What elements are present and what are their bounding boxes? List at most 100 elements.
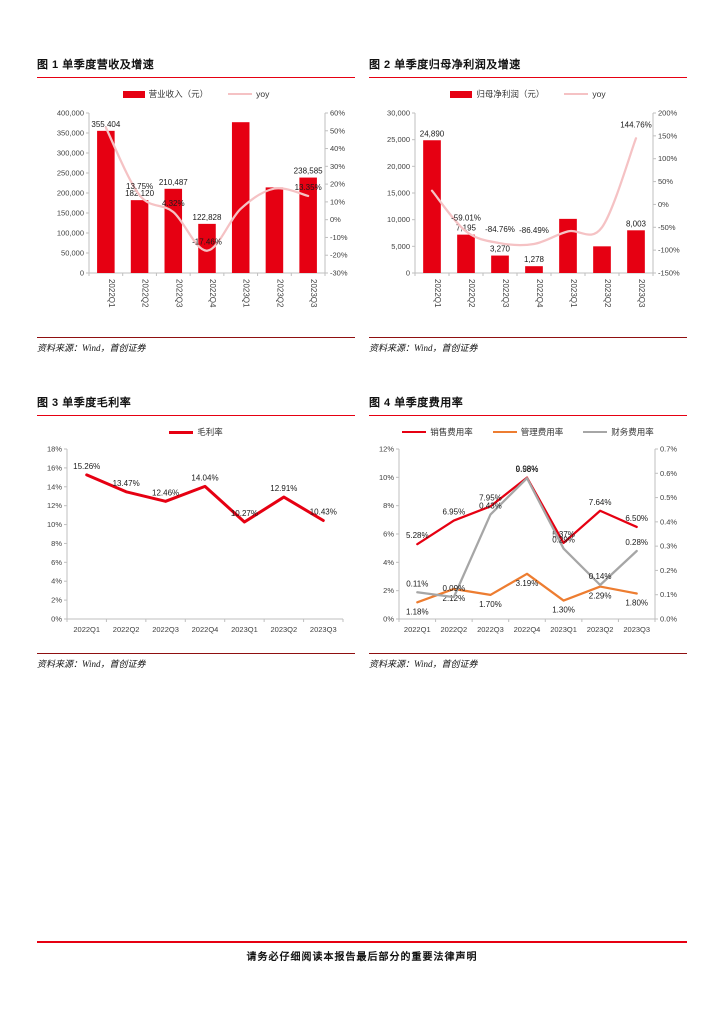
right-axis-label: 200% — [658, 109, 678, 118]
left-axis-label: 0 — [406, 269, 410, 278]
x-axis-label: 2022Q2 — [113, 625, 140, 634]
bar-label: 24,890 — [420, 129, 445, 138]
chart-legend: 毛利率 — [37, 425, 355, 439]
line-label: 2.29% — [589, 592, 612, 601]
bar-label: 3,270 — [490, 245, 511, 254]
legend-item: 毛利率 — [169, 426, 223, 438]
left-axis-label: 2% — [383, 586, 394, 595]
left-axis-label: 20,000 — [387, 162, 410, 171]
line-label: 5.28% — [406, 531, 429, 540]
left-axis-label: 350,000 — [57, 129, 84, 138]
left-axis-label: 8% — [383, 501, 394, 510]
right-axis-label: 0.3% — [660, 542, 677, 551]
right-axis-label: 0.0% — [660, 615, 677, 624]
x-axis-label: 2023Q1 — [231, 625, 258, 634]
left-axis-label: 4% — [51, 577, 62, 586]
right-axis-label: 100% — [658, 154, 678, 163]
left-axis-label: 14% — [47, 482, 62, 491]
left-axis-label: 300,000 — [57, 149, 84, 158]
x-axis-label: 2023Q2 — [271, 625, 298, 634]
right-axis-label: 50% — [658, 177, 673, 186]
figures-grid: 图 1 单季度营收及增速 营业收入（元） yoy 0 50,000 100,000 15… — [37, 56, 687, 670]
left-axis-label: 15,000 — [387, 189, 410, 198]
chart-area: 0% 2% 4% 6% 8% 10% 12% 14% 16% 18% 2022Q1 2022Q2 202… — [37, 441, 355, 646]
bar — [130, 200, 149, 273]
bar-label: 8,003 — [626, 219, 647, 228]
bar — [231, 122, 250, 273]
legend-line-swatch — [564, 93, 589, 95]
x-axis-label: 2023Q1 — [242, 279, 251, 308]
left-axis-label: 150,000 — [57, 209, 84, 218]
legend-line-swatch — [583, 431, 608, 433]
bar — [198, 223, 216, 273]
legend-line-swatch — [492, 431, 517, 433]
right-axis-label: 0.6% — [660, 469, 677, 478]
right-axis-label: 0.4% — [660, 517, 677, 526]
line-label: 7.64% — [589, 498, 612, 507]
line-label: 6.95% — [443, 508, 466, 517]
line-label: 7.95% — [479, 493, 502, 502]
left-axis-label: 6% — [383, 530, 394, 539]
legend-bar-swatch — [450, 90, 473, 98]
line-label: 1.18% — [406, 607, 429, 616]
left-axis-label: 100,000 — [57, 229, 84, 238]
line-label: 1.30% — [552, 606, 575, 615]
figure-title: 图 4 单季度费用率 — [369, 394, 687, 416]
x-axis-label: 2023Q3 — [637, 279, 646, 308]
chart-area: 0% 2% 4% 6% 8% 10% 12% 0.0% 0.1% 0.2% 0.3% 0.4% 0.5%… — [369, 441, 687, 646]
right-axis-label: 20% — [330, 180, 345, 189]
line-label: 0.11% — [406, 579, 428, 588]
line-label: 12.46% — [152, 488, 179, 497]
right-axis-label: 50% — [330, 126, 345, 135]
line-label: 10.27% — [231, 509, 258, 518]
left-axis-label: 6% — [51, 558, 62, 567]
expense-ratio-chart: 0% 2% 4% 6% 8% 10% 12% 0.0% 0.1% 0.2% 0.3% 0.4% 0.5%… — [379, 445, 677, 635]
line-label: 0.29% — [552, 536, 575, 545]
line-label: 2.12% — [443, 594, 466, 603]
figure-title: 图 1 单季度营收及增速 — [37, 56, 355, 78]
line-label: 14.04% — [191, 473, 218, 482]
left-axis-label: 4% — [383, 558, 394, 567]
legend-line-swatch — [228, 93, 253, 95]
chart-area: 0 5,000 10,000 15,000 20,000 25,000 30,000 -150… — [369, 103, 687, 330]
bar-label: 210,487 — [159, 178, 188, 187]
legend-line-swatch — [402, 431, 427, 433]
source-line: 资料来源：Wind，首创证券 — [37, 337, 355, 354]
legend-bar-swatch — [122, 90, 145, 98]
figure-title: 图 2 单季度归母净利润及增速 — [369, 56, 687, 78]
line-series — [430, 137, 638, 247]
bar-label: 355,404 — [91, 120, 120, 129]
line-label: 1.70% — [479, 600, 502, 609]
bar — [491, 255, 509, 273]
right-axis-label: 0% — [330, 215, 341, 224]
legend-item: 营业收入（元） — [122, 88, 208, 100]
legend-label: yoy — [592, 89, 606, 99]
right-axis-label: -150% — [658, 269, 680, 278]
legend-item: yoy — [228, 89, 269, 99]
line-label: 1.80% — [625, 599, 648, 608]
bar — [423, 140, 441, 273]
left-axis-label: 2% — [51, 596, 62, 605]
right-axis-label: 150% — [658, 131, 678, 140]
bar — [627, 230, 645, 273]
right-axis-label: -100% — [658, 246, 680, 255]
x-axis-label: 2022Q4 — [535, 279, 544, 308]
line-label: 3.19% — [516, 579, 539, 588]
source-line: 资料来源：Wind，首创证券 — [369, 337, 687, 354]
legend-item: 财务费用率 — [583, 426, 654, 438]
x-axis-label: 2023Q1 — [550, 625, 577, 634]
left-axis-label: 18% — [47, 445, 62, 454]
line-label: 144.76% — [620, 120, 652, 129]
line-label: -59.01% — [451, 213, 481, 222]
left-axis-label: 16% — [47, 463, 62, 472]
left-axis-label: 8% — [51, 539, 62, 548]
left-axis-label: 250,000 — [57, 169, 84, 178]
left-axis-label: 200,000 — [57, 189, 84, 198]
line-label: 4.32% — [162, 199, 185, 208]
x-axis-label: 2022Q2 — [441, 625, 468, 634]
figure-net-profit: 图 2 单季度归母净利润及增速 归母净利润（元） yoy 0 5,000 10,000… — [369, 56, 687, 354]
figure-title: 图 3 单季度毛利率 — [37, 394, 355, 416]
x-axis-label: 2022Q3 — [152, 625, 179, 634]
chart-legend: 归母净利润（元） yoy — [369, 87, 687, 101]
